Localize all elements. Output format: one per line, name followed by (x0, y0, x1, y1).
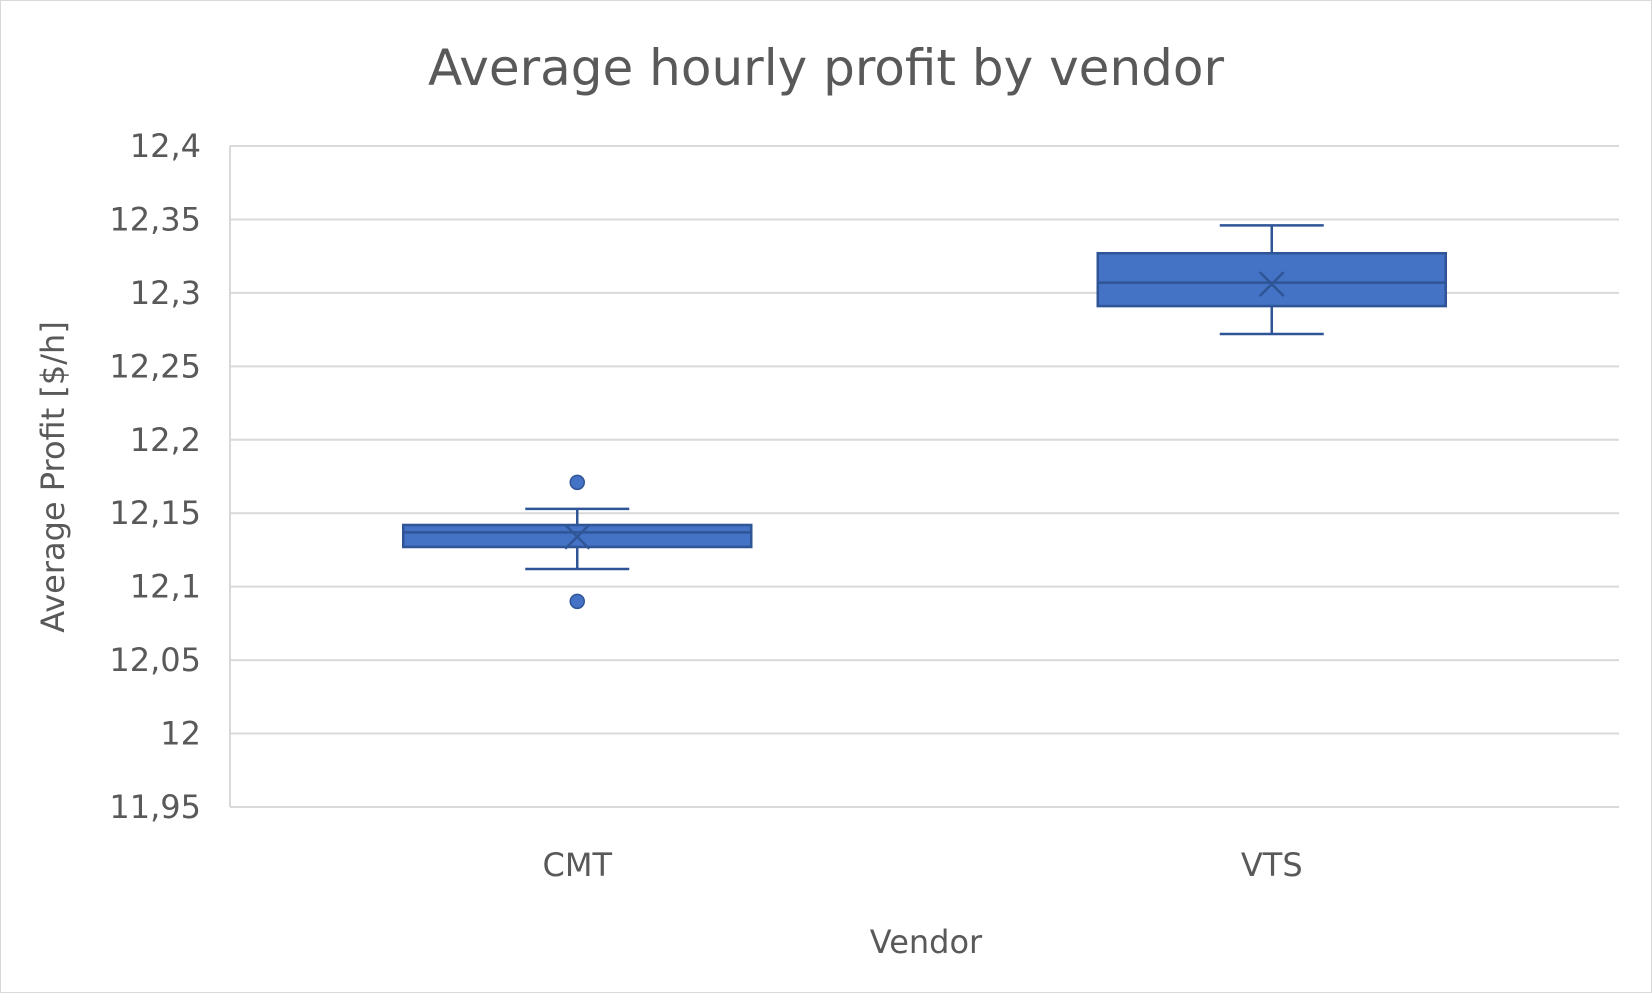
x-tick-label: VTS (1241, 846, 1303, 884)
x-axis-ticks: CMT VTS (543, 846, 1303, 884)
outlier-point (569, 593, 585, 610)
y-tick-label: 12 (160, 715, 201, 753)
box-cmt (402, 474, 753, 610)
y-axis-ticks: 11,95 12 12,05 12,1 12,15 12,2 12,25 12,3 12,35 1… (109, 127, 201, 826)
chart-title: Average hourly profit by vendor (428, 39, 1224, 97)
box-vts (1096, 224, 1447, 336)
y-tick-label: 12,35 (109, 200, 201, 238)
boxes (402, 224, 1447, 610)
y-tick-label: 12,2 (130, 421, 201, 459)
x-axis-title: Vendor (870, 923, 983, 961)
x-tick-label: CMT (543, 846, 613, 884)
y-tick-label: 12,4 (130, 127, 201, 165)
mean-marker (1258, 271, 1285, 297)
y-tick-label: 12,15 (109, 494, 201, 532)
gridlines (229, 145, 1619, 808)
y-axis-title: Average Profit [$/h] (34, 321, 72, 633)
mean-marker (564, 523, 591, 550)
y-tick-label: 12,1 (130, 568, 201, 606)
y-tick-label: 12,05 (109, 641, 201, 679)
interquartile-box (1096, 251, 1447, 308)
y-tick-label: 12,25 (109, 347, 201, 385)
y-tick-label: 11,95 (109, 788, 201, 826)
outlier-point (569, 474, 585, 491)
y-tick-label: 12,3 (130, 274, 201, 312)
